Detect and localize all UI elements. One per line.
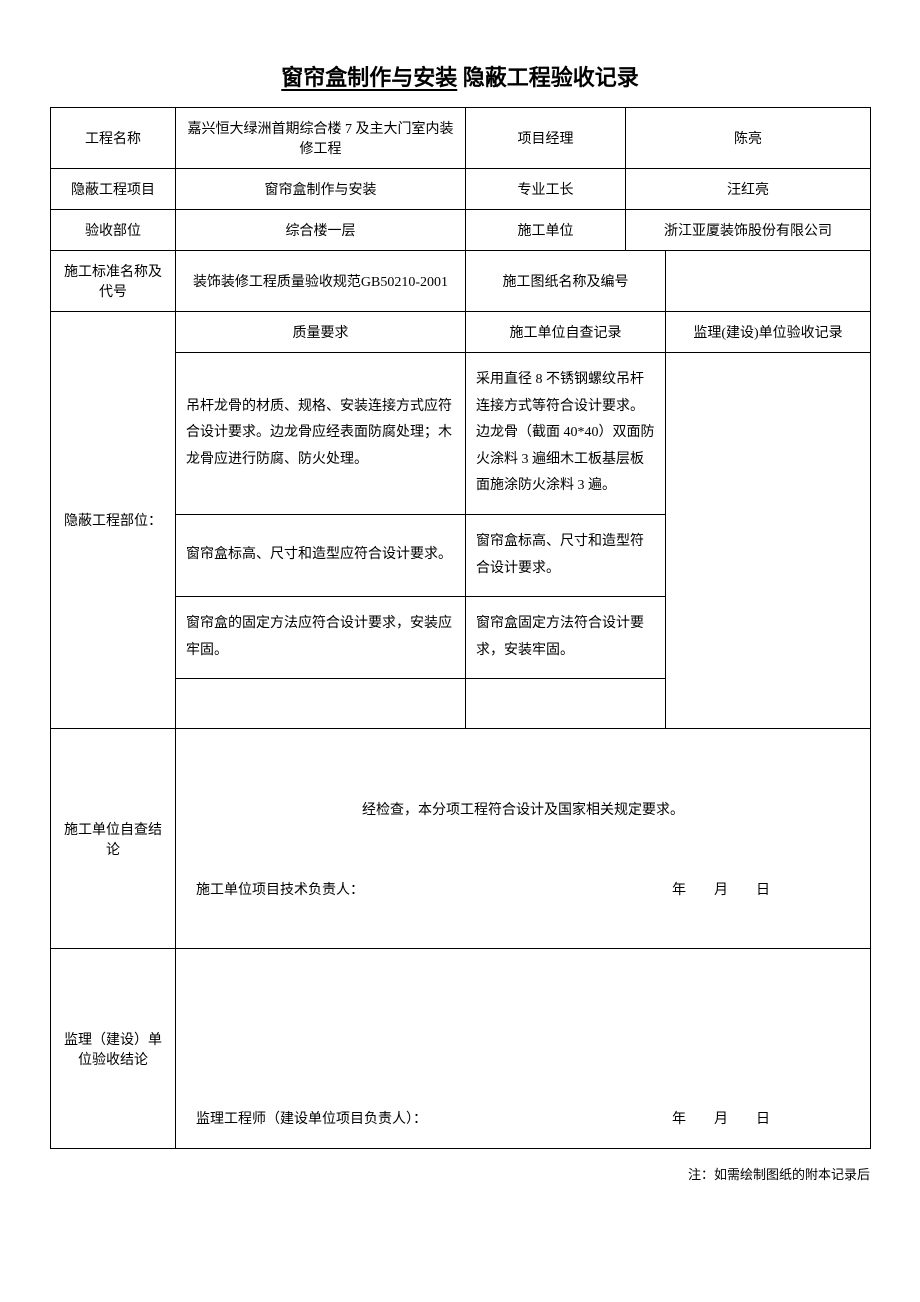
label-standard: 施工标准名称及代号 [51,251,176,312]
title-rest: 隐蔽工程验收记录 [457,65,639,90]
header-self-check: 施工单位自查记录 [466,312,666,353]
quality-req-empty [176,679,466,729]
label-inspection-part: 验收部位 [51,210,176,251]
self-check-1: 采用直径 8 不锈钢螺纹吊杆连接方式等符合设计要求。边龙骨（截面 40*40）双… [466,353,666,515]
self-check-3: 窗帘盒固定方法符合设计要求，安装牢固。 [466,597,666,679]
inspection-table: 工程名称 嘉兴恒大绿洲首期综合楼 7 及主大门室内装修工程 项目经理 陈亮 隐蔽… [50,107,871,1149]
label-self-conclusion: 施工单位自查结论 [51,729,176,949]
quality-req-1: 吊杆龙骨的材质、规格、安装连接方式应符合设计要求。边龙骨应经表面防腐处理；木龙骨… [176,353,466,515]
supervision-sig-line: 监理工程师（建设单位项目负责人）： 年 月 日 [196,1108,850,1128]
value-foreman: 汪红亮 [626,169,871,210]
self-conclusion-cell: 经检查，本分项工程符合设计及国家相关规定要求。 施工单位项目技术负责人： 年 月… [176,729,871,949]
footnote: 注：如需绘制图纸的附本记录后 [50,1164,870,1183]
conclusion-date: 年 月 日 [672,879,770,899]
label-supervision-conclusion: 监理（建设）单位验收结论 [51,949,176,1149]
supervision-date: 年 月 日 [672,1108,770,1128]
conclusion-text: 经检查，本分项工程符合设计及国家相关规定要求。 [196,799,850,819]
self-check-empty [466,679,666,729]
value-project-name: 嘉兴恒大绿洲首期综合楼 7 及主大门室内装修工程 [176,108,466,169]
value-standard: 装饰装修工程质量验收规范GB50210-2001 [176,251,466,312]
label-drawing: 施工图纸名称及编号 [466,251,666,312]
quality-req-2: 窗帘盒标高、尺寸和造型应符合设计要求。 [176,514,466,596]
label-project-manager: 项目经理 [466,108,626,169]
title-underlined: 窗帘盒制作与安装 [281,65,457,90]
conclusion-sig-label: 施工单位项目技术负责人： [196,883,364,898]
header-supervision-record: 监理(建设)单位验收记录 [666,312,871,353]
supervision-sig-label: 监理工程师（建设单位项目负责人）： [196,1112,427,1127]
supervision-record-cell [666,353,871,729]
value-concealed-item: 窗帘盒制作与安装 [176,169,466,210]
value-construction-unit: 浙江亚厦装饰股份有限公司 [626,210,871,251]
supervision-conclusion-cell: 监理工程师（建设单位项目负责人）： 年 月 日 [176,949,871,1149]
label-construction-unit: 施工单位 [466,210,626,251]
page-title: 窗帘盒制作与安装 隐蔽工程验收记录 [50,60,870,92]
header-quality-req: 质量要求 [176,312,466,353]
value-drawing [666,251,871,312]
self-check-2: 窗帘盒标高、尺寸和造型符合设计要求。 [466,514,666,596]
label-concealed-section: 隐蔽工程部位： [51,312,176,729]
conclusion-sig-line: 施工单位项目技术负责人： 年 月 日 [196,879,850,899]
label-project-name: 工程名称 [51,108,176,169]
label-foreman: 专业工长 [466,169,626,210]
value-inspection-part: 综合楼一层 [176,210,466,251]
label-concealed-item: 隐蔽工程项目 [51,169,176,210]
quality-req-3: 窗帘盒的固定方法应符合设计要求，安装应牢固。 [176,597,466,679]
value-project-manager: 陈亮 [626,108,871,169]
